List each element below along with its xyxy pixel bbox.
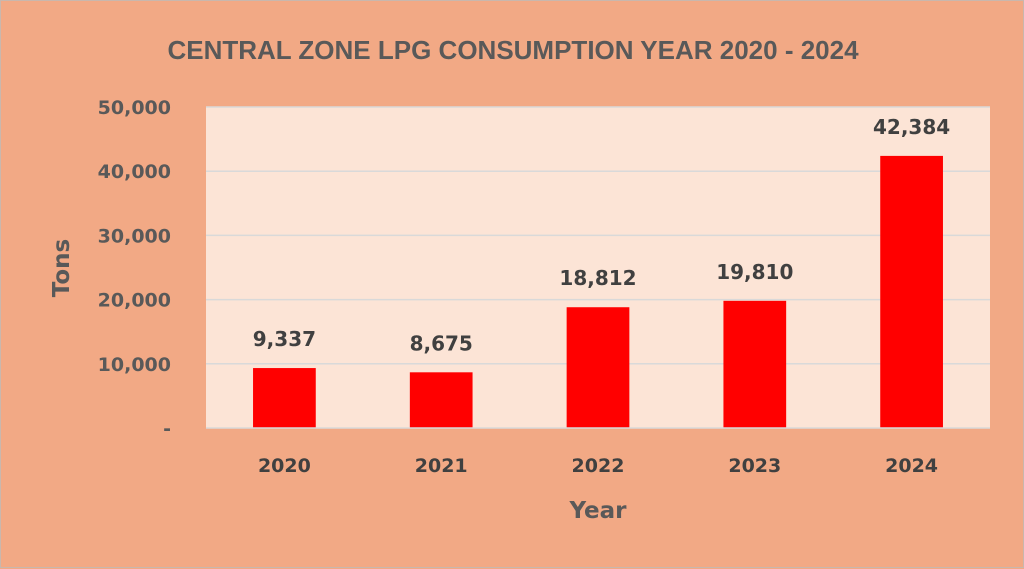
bar-2024 [880,155,943,428]
x-tick-label-2023: 2023 [728,455,781,477]
x-axis-ticks: 2020 2021 2022 2023 2024 [258,455,938,477]
data-label-2023: 19,810 [716,260,793,284]
chart-title: CENTRAL ZONE LPG CONSUMPTION YEAR 2020 -… [167,35,859,65]
bars [253,155,943,428]
x-tick-label-2020: 2020 [258,455,311,477]
bar-2023 [723,300,787,428]
y-tick-label: 40,000 [98,161,171,183]
bar-2022 [566,307,630,428]
y-tick-label: 10,000 [98,354,171,376]
gridlines [206,106,990,365]
data-label-2021: 8,675 [410,331,473,355]
x-axis-label: Year [568,498,627,524]
x-tick-label-2024: 2024 [885,455,938,477]
data-label-2024: 42,384 [873,115,950,139]
data-label-2022: 18,812 [559,266,636,290]
data-labels: 9,337 8,675 18,812 19,810 42,384 [253,115,950,355]
bar-2020 [253,368,316,428]
x-tick-label-2021: 2021 [415,455,468,477]
x-tick-label-2022: 2022 [572,455,625,477]
y-tick-label: 30,000 [98,225,171,247]
y-tick-label: - [163,418,171,440]
y-tick-label: 20,000 [98,290,171,312]
y-axis-ticks: - 10,000 20,000 30,000 40,000 50,000 [98,97,171,440]
bar-2021 [409,372,473,428]
y-axis-label: Tons [49,239,75,298]
y-tick-label: 50,000 [98,97,171,119]
data-label-2020: 9,337 [253,327,316,351]
